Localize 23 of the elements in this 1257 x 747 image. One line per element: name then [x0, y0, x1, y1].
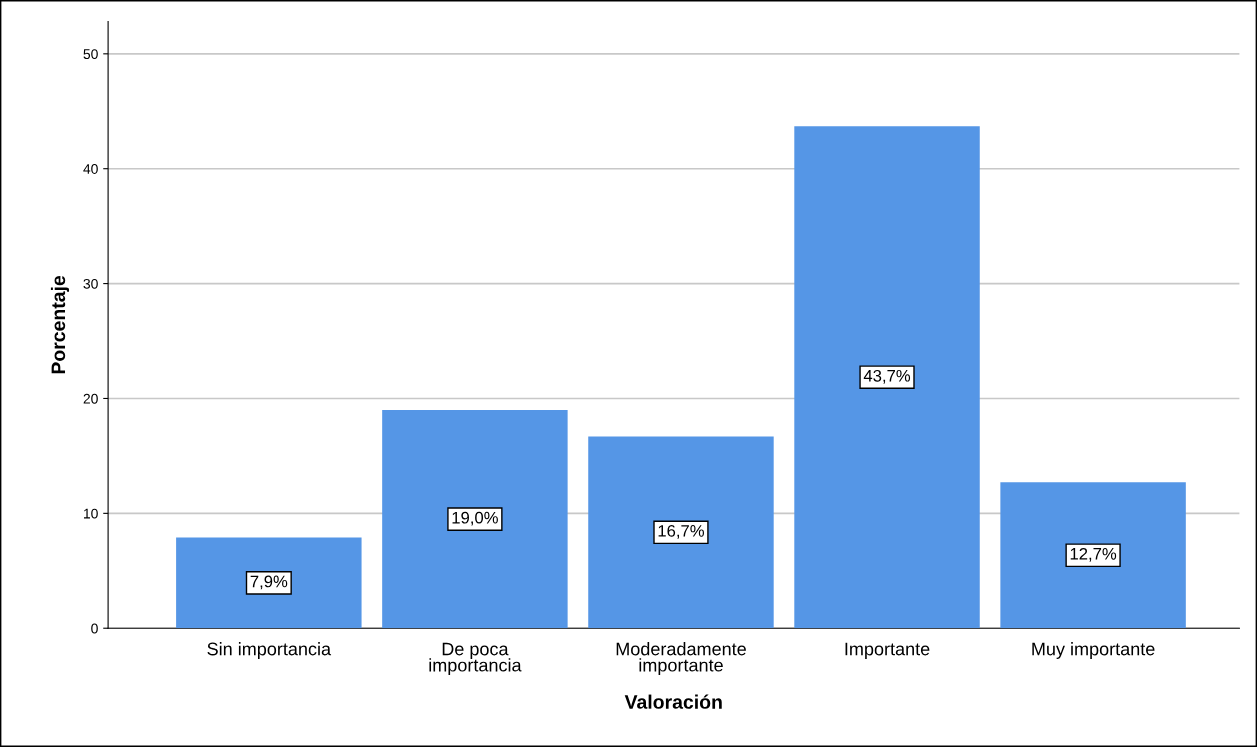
- bar: [176, 537, 362, 629]
- data-label: 7,9%: [250, 575, 288, 590]
- data-label: 12,7%: [1070, 547, 1117, 562]
- bar: [382, 409, 568, 629]
- x-tick-label: Importante: [845, 642, 930, 659]
- y-tick-label: 0: [91, 623, 98, 634]
- data-label: 43,7%: [863, 369, 911, 384]
- x-tick-label: Moderadamente importante: [616, 642, 746, 676]
- bar: [794, 126, 980, 629]
- y-axis-title: Porcentaje: [50, 275, 70, 374]
- y-tick-label: 20: [83, 393, 98, 404]
- data-label: 16,7%: [658, 524, 704, 539]
- bar: [588, 436, 774, 629]
- y-tick-label: 30: [83, 278, 98, 289]
- x-tick-label: Sin importancia: [207, 642, 332, 659]
- x-axis-title: Valoración: [624, 694, 722, 709]
- y-tick-label: 50: [83, 49, 98, 59]
- data-label: 19,0%: [452, 511, 498, 526]
- bar: [1000, 482, 1186, 629]
- y-tick-label: 40: [83, 164, 98, 174]
- x-tick-label: De poca importancia: [429, 642, 522, 676]
- x-tick-label: Muy importante: [1032, 642, 1155, 659]
- y-tick-label: 10: [83, 508, 98, 519]
